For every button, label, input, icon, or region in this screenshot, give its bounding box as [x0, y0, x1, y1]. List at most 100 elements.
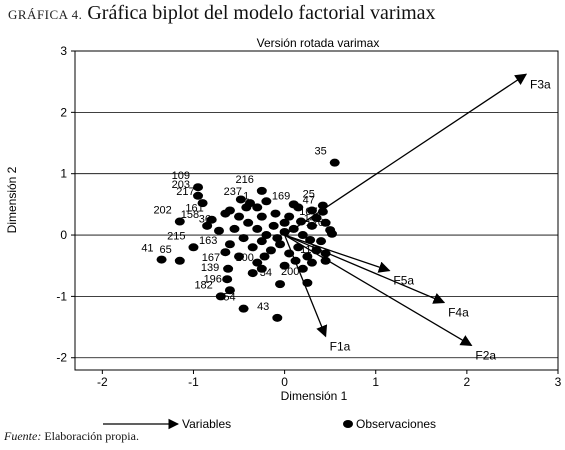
observation-label-14: 139: [201, 262, 219, 274]
y-tick-label-0: -2: [56, 351, 67, 365]
observation-label-3: 216: [235, 174, 253, 186]
observation-point-37: [279, 218, 290, 227]
observation-point-53: [234, 252, 245, 261]
observation-point-67: [224, 240, 235, 249]
observation-point-6: [206, 215, 217, 224]
observation-point-40: [306, 221, 317, 230]
observation-point-27: [325, 226, 336, 235]
observation-point-21: [256, 264, 267, 273]
observation-point-15: [224, 286, 235, 295]
observation-point-55: [279, 261, 290, 270]
observation-point-58: [229, 224, 240, 233]
observation-label-10: 41: [141, 243, 153, 255]
observation-label-9: 215: [167, 230, 185, 242]
observation-point-69: [296, 217, 307, 226]
observation-label-21: 100: [235, 252, 253, 264]
observation-point-63: [241, 203, 252, 212]
grid-lines: [75, 50, 558, 359]
observation-label-26: 107: [299, 206, 317, 218]
observation-point-33: [243, 218, 254, 227]
observation-label-13: 167: [202, 252, 220, 264]
observation-point-52: [306, 206, 317, 215]
observation-label-0: 35: [314, 146, 326, 158]
variable-label-3: F2a: [475, 348, 496, 362]
variable-vector-2: [284, 234, 446, 304]
variable-label-0: F3a: [530, 77, 551, 91]
observation-point-3: [256, 186, 267, 195]
legend: Variables Observaciones: [103, 417, 436, 431]
observation-point-12: [220, 248, 231, 257]
observation-point-45: [275, 240, 286, 249]
observation-point-75: [306, 258, 317, 267]
observation-point-26: [320, 218, 331, 227]
observation-point-0: [329, 158, 340, 167]
observation-label-5: 202: [153, 205, 171, 217]
variable-vector-3: [284, 234, 473, 347]
legend-dot-icon: [343, 420, 353, 428]
observation-label-1: 109: [172, 170, 190, 182]
observation-point-16: [215, 292, 226, 301]
source-text: Elaboración propia.: [44, 429, 139, 443]
y-axis-label: Dimensión 2: [5, 166, 19, 233]
x-axis-label: Dimensión 1: [281, 389, 348, 403]
observation-point-9: [188, 243, 199, 252]
observation-point-62: [305, 235, 316, 244]
x-tick-label-2: 0: [281, 375, 288, 389]
observation-point-29: [252, 203, 263, 212]
observation-label-19: 34: [260, 267, 272, 279]
observation-point-48: [302, 252, 313, 261]
observation-point-2: [193, 191, 204, 200]
observation-point-65: [259, 252, 270, 261]
variable-label-1: F5a: [393, 274, 414, 288]
figure-label: GRÁFICA 4.: [8, 7, 83, 22]
observation-point-34: [252, 224, 263, 233]
observation-label-16: 182: [194, 279, 212, 291]
variable-vector-0: [284, 73, 528, 236]
observation-label-30: 237: [224, 186, 242, 198]
chart-title: Versión rotada varimax: [257, 36, 380, 50]
axis-ticks: -2 -1 0 1 2 3 -2 -1 0 1 2 3: [56, 44, 561, 389]
y-tick-label-1: -1: [56, 289, 67, 303]
x-tick-label-1: -1: [188, 375, 199, 389]
observation-label-18: 43: [257, 301, 269, 313]
observation-label-23: 25: [303, 189, 315, 201]
observation-point-51: [261, 197, 272, 206]
observation-label-29: 1: [243, 190, 249, 202]
observation-label-17: 54: [223, 292, 235, 304]
observation-point-14: [222, 275, 233, 284]
observation-point-13: [223, 264, 234, 273]
observation-point-18: [272, 313, 283, 322]
variable-vectors: F3a F5a F4a F2a F1a: [284, 73, 551, 362]
observation-point-44: [265, 246, 276, 255]
observation-point-10: [156, 255, 167, 264]
observation-point-35: [261, 231, 272, 240]
observation-point-28: [320, 256, 331, 265]
observation-point-4: [197, 199, 208, 208]
observation-point-1: [193, 183, 204, 192]
observation-point-32: [234, 212, 245, 221]
observation-label-20: 200: [281, 266, 299, 278]
observation-point-56: [297, 264, 308, 273]
observation-point-39: [297, 231, 308, 240]
figure-caption: GRÁFICA 4. Gráfica biplot del modelo fac…: [8, 2, 436, 25]
observation-point-11: [174, 256, 185, 265]
x-tick-label-3: 1: [372, 375, 379, 389]
observation-point-50: [288, 200, 299, 209]
observation-point-73: [256, 212, 267, 221]
variable-vector-1: [284, 234, 391, 273]
observation-point-57: [316, 237, 327, 246]
variable-label-4: F1a: [330, 339, 351, 353]
observation-point-72: [235, 195, 246, 204]
y-tick-label-2: 0: [60, 228, 67, 242]
variable-vector-4: [284, 234, 328, 338]
observation-label-15: 196: [204, 273, 222, 285]
legend-observations-label: Observaciones: [356, 417, 436, 431]
observation-label-27: 141: [304, 213, 322, 225]
observation-label-8: 36: [199, 214, 211, 226]
y-tick-label-4: 2: [60, 105, 67, 119]
y-tick-label-3: 1: [60, 167, 67, 181]
figure-title: Gráfica biplot del modelo factorial vari…: [87, 2, 436, 24]
observation-point-19: [275, 280, 286, 289]
